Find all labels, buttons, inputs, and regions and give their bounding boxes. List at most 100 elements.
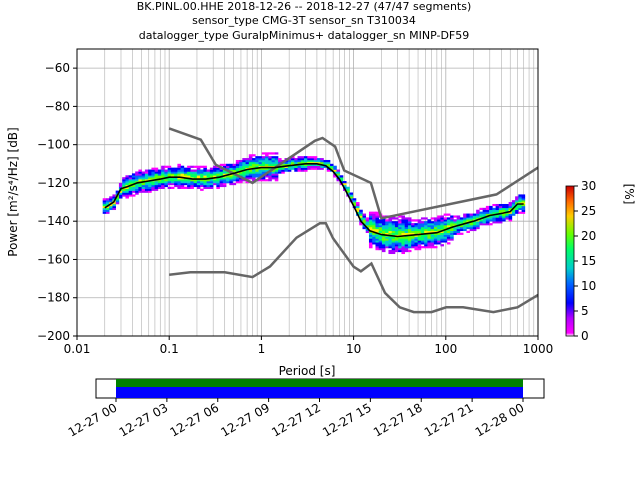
histogram-cell [115, 202, 120, 205]
histogram-cell [446, 213, 451, 216]
histogram-cell [388, 226, 393, 230]
histogram-cell [404, 228, 409, 232]
histogram-cell [424, 234, 428, 237]
histogram-cell [502, 219, 506, 222]
histogram-cell [151, 188, 155, 191]
histogram-cell [196, 169, 201, 172]
histogram-cell [287, 165, 292, 168]
histogram-cell [492, 209, 496, 212]
histogram-cell [498, 221, 503, 224]
histogram-cell [200, 173, 204, 176]
histogram-cell [271, 161, 276, 165]
histogram-cell [518, 207, 522, 211]
histogram-cell [174, 184, 178, 188]
noise-models [168, 127, 539, 314]
histogram-cell [440, 234, 444, 237]
histogram-cell [141, 182, 146, 186]
y-tick-label: −80 [45, 99, 70, 113]
histogram-cell [112, 203, 116, 207]
histogram-cell [375, 225, 380, 228]
histogram-cell [177, 163, 181, 167]
histogram-cell [394, 240, 399, 243]
histogram-cell [245, 159, 250, 163]
histogram-cell [417, 219, 422, 222]
histogram-cell [216, 175, 220, 178]
histogram-cell [304, 158, 308, 161]
histogram-cell [167, 169, 172, 172]
title-line-2: sensor_type CMG-3T sensor_sn T310034 [192, 14, 416, 27]
histogram-cell [190, 173, 194, 176]
histogram-cell [388, 230, 393, 233]
histogram-cell [261, 169, 266, 172]
histogram-cell [268, 177, 272, 180]
histogram-cell [232, 182, 237, 186]
histogram-cell [414, 236, 418, 239]
histogram-cell [391, 230, 396, 233]
histogram-cell [518, 198, 522, 201]
histogram-cell [424, 236, 428, 239]
histogram-cell [300, 159, 305, 163]
histogram-cell [177, 169, 181, 172]
histogram-cell [440, 225, 444, 228]
histogram-cell [378, 240, 383, 243]
histogram-cell [219, 173, 224, 176]
histogram-cell [183, 179, 188, 182]
histogram-cell [437, 225, 441, 228]
histogram-cell [505, 207, 509, 211]
histogram-cell [427, 225, 431, 228]
histogram-cell [229, 177, 233, 180]
histogram-cell [450, 215, 454, 218]
histogram-cell [437, 228, 441, 232]
histogram-cell [128, 182, 133, 186]
histogram-cell [190, 169, 194, 172]
histogram-cell [187, 167, 191, 170]
histogram-cell [255, 171, 259, 174]
histogram-cell [183, 167, 188, 170]
histogram-cell [274, 171, 279, 174]
histogram-cell [381, 232, 386, 235]
histogram-cell [213, 171, 217, 174]
histogram-cell [151, 169, 155, 172]
histogram-cell [252, 165, 256, 168]
histogram-cell [287, 161, 292, 165]
histogram-cell [404, 242, 409, 245]
histogram-cell [125, 175, 129, 178]
histogram-cell [164, 182, 168, 186]
histogram-cell [248, 175, 253, 178]
histogram-cell [278, 167, 282, 170]
histogram-cell [297, 159, 302, 163]
histogram-cell [235, 165, 240, 168]
histogram-cell [398, 219, 402, 222]
histogram-cell [398, 244, 402, 247]
histogram-cell [424, 223, 428, 226]
histogram-cell [472, 226, 477, 230]
histogram-cell [430, 244, 435, 247]
histogram-cell [368, 234, 373, 237]
histogram-cell [404, 219, 409, 222]
histogram-cell [495, 221, 500, 224]
histogram-cell [404, 230, 409, 233]
histogram-cell [446, 217, 451, 220]
histogram-cell [333, 169, 337, 172]
histogram-cell [401, 217, 405, 220]
histogram-cell [317, 159, 321, 163]
histogram-cell [248, 173, 253, 176]
histogram-cell [437, 215, 441, 218]
histogram-cell [222, 165, 227, 168]
histogram-cell [453, 228, 457, 232]
histogram-cell [459, 221, 464, 224]
histogram-cell [268, 152, 272, 155]
histogram-cell [222, 173, 227, 176]
histogram-cell [446, 219, 451, 222]
histogram-cell [381, 219, 386, 222]
histogram-cell [317, 158, 321, 161]
histogram-cell [398, 225, 402, 228]
histogram-cell [148, 184, 152, 188]
histogram-cell [284, 161, 289, 165]
histogram-cell [420, 236, 425, 239]
histogram-cell [154, 167, 159, 170]
histogram-cell [209, 182, 214, 186]
histogram-cell [222, 182, 227, 186]
histogram-cell [443, 226, 448, 230]
